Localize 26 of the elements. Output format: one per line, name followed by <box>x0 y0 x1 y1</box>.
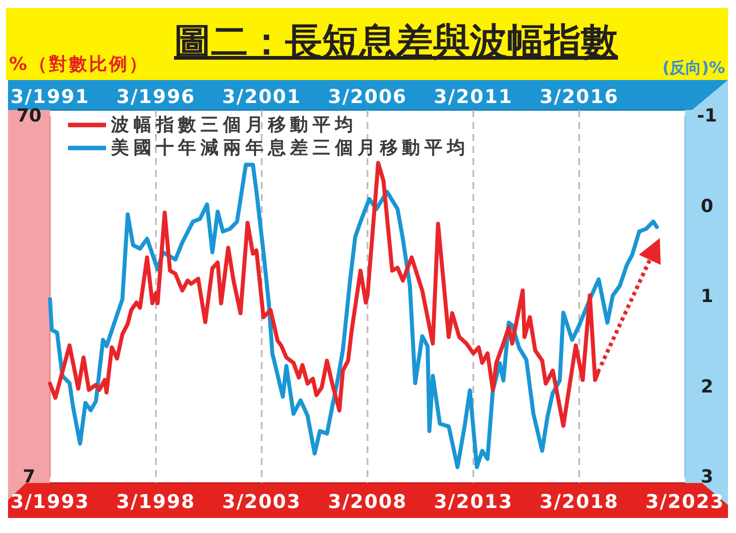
x2-tick-label: 3/1998 <box>116 491 196 513</box>
legend-label: 波幅指數三個月移動平均 <box>110 114 358 136</box>
legend-label: 美國十年減兩年息差三個月移動平均 <box>110 138 470 158</box>
chart-title: 圖二：長短息差與波幅指數 <box>174 20 619 63</box>
x-tick-label: 3/2016 <box>540 86 619 108</box>
y-tick-label: 70 <box>16 106 42 126</box>
x-tick-label: 3/1991 <box>10 86 90 108</box>
y2-tick-label: 1 <box>700 286 714 307</box>
x-tick-label: 3/2011 <box>434 86 513 108</box>
x-tick-label: 3/2001 <box>222 86 302 108</box>
x2-tick-label: 3/2008 <box>328 491 408 513</box>
y2-tick-label: 3 <box>700 466 714 488</box>
x2-tick-label: 3/2013 <box>434 491 513 513</box>
x2-tick-label: 3/2003 <box>222 491 302 513</box>
x2-tick-label: 3/1993 <box>10 491 90 513</box>
x-tick-label: 3/2006 <box>328 86 408 108</box>
y2-tick-label: 2 <box>700 376 714 398</box>
y2-tick-label: 0 <box>700 196 714 217</box>
y2-tick-label: -1 <box>697 106 717 126</box>
y2-axis-title: (反向)% <box>662 58 725 77</box>
x-tick-label: 3/1996 <box>116 86 196 108</box>
line-series <box>48 162 659 470</box>
y-tick-label: 7 <box>22 466 36 488</box>
x2-tick-label: 3/2023 <box>645 491 725 513</box>
x2-tick-label: 3/2018 <box>540 491 619 513</box>
y-axis-title: %（對數比例） <box>9 54 150 75</box>
